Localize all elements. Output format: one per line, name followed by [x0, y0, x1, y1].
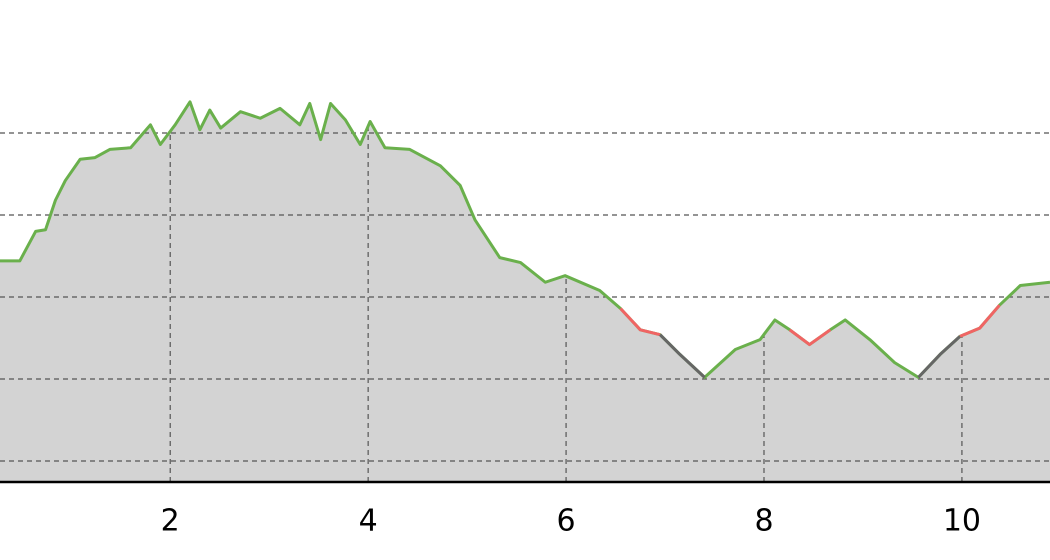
- line: [959, 304, 1001, 338]
- line: [788, 328, 832, 347]
- x-tick-label: 6: [557, 504, 576, 539]
- x-tick-label: 8: [754, 504, 773, 539]
- line: [917, 335, 961, 379]
- area: [0, 101, 1050, 482]
- line: [659, 333, 706, 379]
- x-tick-label: 10: [943, 504, 981, 539]
- x-tick-label: 4: [359, 504, 378, 539]
- line: [0, 100, 1050, 379]
- line: [619, 307, 661, 337]
- x-tick-label: 2: [161, 504, 180, 539]
